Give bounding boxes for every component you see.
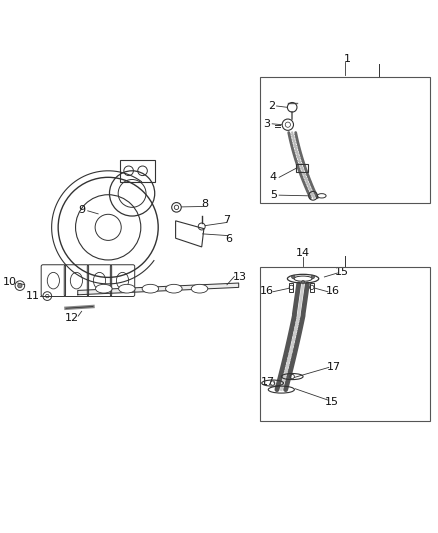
Bar — [310, 283, 314, 292]
Bar — [297, 165, 307, 172]
Text: 16: 16 — [326, 286, 340, 296]
Text: 3: 3 — [263, 119, 270, 129]
Text: 16: 16 — [260, 286, 274, 296]
Text: 2: 2 — [268, 101, 275, 110]
Circle shape — [18, 284, 22, 288]
Circle shape — [301, 280, 305, 284]
Text: 17: 17 — [261, 377, 276, 387]
Text: 1: 1 — [344, 54, 351, 64]
Text: 17: 17 — [327, 361, 342, 372]
Text: 15: 15 — [335, 267, 349, 277]
Bar — [289, 283, 293, 292]
Text: 9: 9 — [78, 205, 86, 215]
Text: 5: 5 — [270, 190, 277, 200]
Text: 6: 6 — [226, 234, 233, 244]
Text: 4: 4 — [270, 172, 277, 182]
Ellipse shape — [142, 284, 159, 293]
Ellipse shape — [191, 284, 208, 293]
Text: 7: 7 — [223, 214, 230, 224]
Text: 10: 10 — [4, 277, 17, 287]
Text: 15: 15 — [324, 397, 338, 407]
Ellipse shape — [166, 284, 182, 293]
Polygon shape — [78, 283, 239, 295]
Ellipse shape — [119, 284, 135, 293]
Text: 14: 14 — [296, 248, 310, 259]
Text: 8: 8 — [201, 199, 208, 209]
Bar — [261, 266, 430, 421]
Ellipse shape — [95, 284, 112, 293]
Text: 12: 12 — [65, 313, 79, 323]
Circle shape — [292, 275, 295, 279]
Circle shape — [311, 275, 314, 279]
Bar — [261, 77, 430, 204]
Text: 11: 11 — [26, 291, 40, 301]
Text: 13: 13 — [233, 271, 247, 281]
Bar — [120, 160, 155, 182]
